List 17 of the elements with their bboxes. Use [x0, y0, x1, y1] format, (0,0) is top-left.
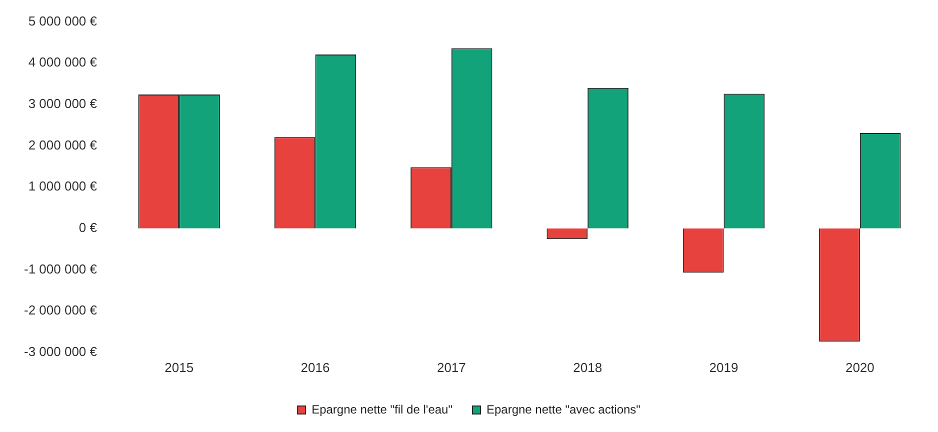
y-tick-label: 2 000 000 €	[28, 137, 98, 152]
y-tick-label: 0 €	[78, 220, 98, 236]
x-tick-label: 2019	[709, 360, 738, 375]
x-tick-label: 2018	[573, 360, 602, 375]
y-tick-label: -1 000 000 €	[24, 261, 98, 276]
y-tick-label: -2 000 000 €	[24, 302, 98, 318]
y-tick-label: 5 000 000 €	[28, 13, 98, 28]
x-tick-label: 2017	[436, 360, 466, 375]
x-tick-label: 2015	[164, 360, 194, 375]
y-tick-label: 1 000 000 €	[28, 178, 98, 194]
x-tick-label: 2016	[300, 360, 330, 375]
legend-label: Epargne nette "avec actions"	[486, 402, 640, 416]
y-tick-label: 3 000 000 €	[28, 96, 98, 112]
y-tick-label: -3 000 000 €	[24, 344, 98, 359]
x-tick-label: 2020	[845, 360, 874, 375]
legend-label: Epargne nette "fil de l'eau"	[312, 402, 452, 416]
y-tick-label: 4 000 000 €	[28, 54, 98, 70]
